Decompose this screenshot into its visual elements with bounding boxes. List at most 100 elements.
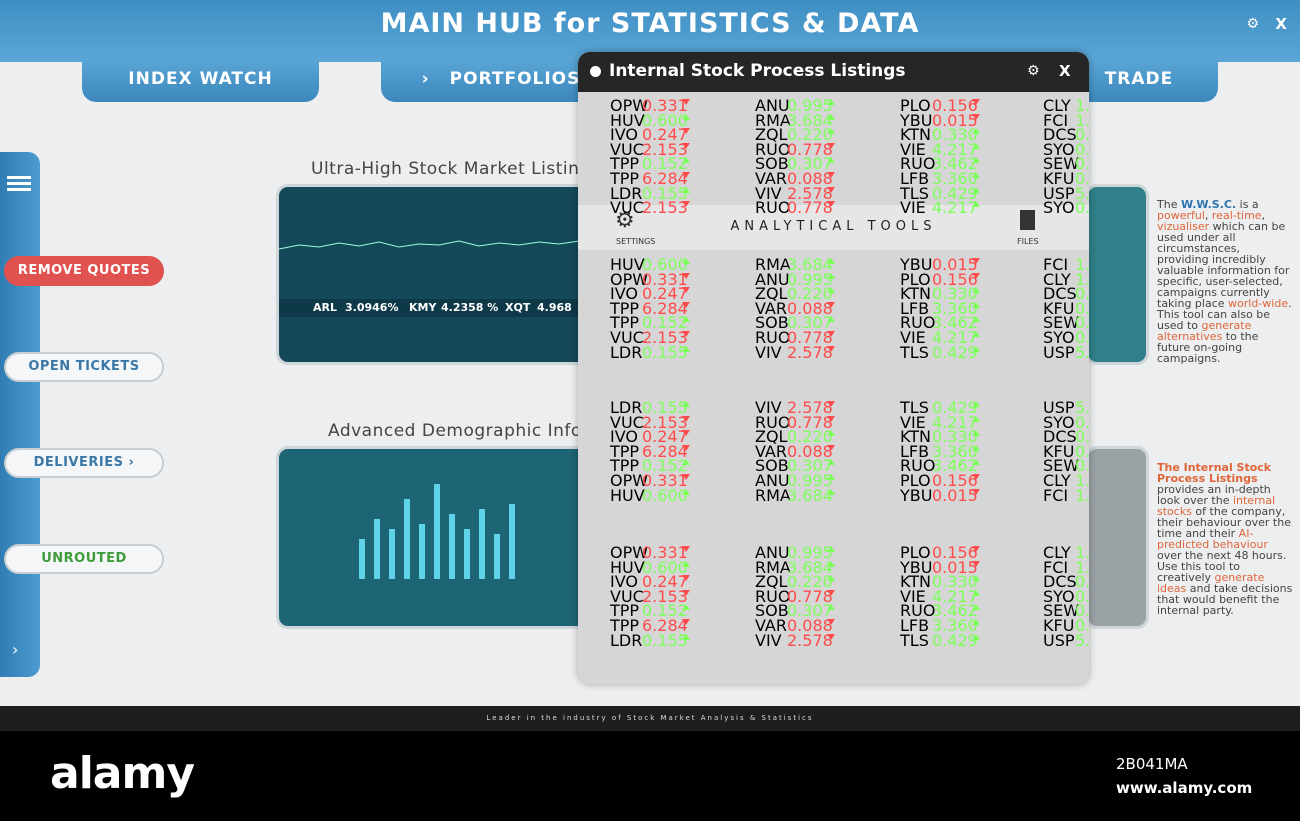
- description-text: ,: [1261, 209, 1266, 222]
- price: 0.9: [1075, 198, 1089, 218]
- price: 3.360: [932, 298, 978, 318]
- ticker: IVO: [610, 572, 638, 592]
- settings-icon[interactable]: ⚙: [1027, 63, 1040, 79]
- price: 0.156: [932, 269, 978, 289]
- ticker: IVO: [610, 427, 638, 447]
- price: 1.9: [1075, 557, 1089, 577]
- price: 0.088: [787, 441, 833, 461]
- close[interactable]: X: [1275, 15, 1288, 33]
- ticker: VUC: [610, 586, 644, 606]
- trend-down: [682, 619, 690, 625]
- ticker: SOB: [755, 154, 789, 174]
- price: 0.330: [932, 572, 978, 592]
- ticker-text: ARL: [313, 301, 337, 314]
- price: 0.155: [642, 342, 688, 362]
- unrouted[interactable]: UNROUTED: [4, 544, 164, 574]
- ticker: SEW: [1043, 456, 1080, 476]
- open-tickets[interactable]: OPEN TICKETS: [4, 352, 164, 382]
- ticker: RMA: [755, 485, 791, 505]
- price: 0.088: [787, 616, 833, 635]
- trend-down: [682, 272, 690, 279]
- ticker: YBU: [900, 485, 933, 505]
- ticker: ANU: [755, 96, 790, 115]
- ticker: HUV: [610, 110, 645, 130]
- trend-down: [682, 575, 690, 582]
- files-label[interactable]: FILES: [1017, 237, 1039, 246]
- trend-down: [827, 142, 835, 149]
- trend-up: [682, 345, 690, 352]
- price: 6.284: [642, 169, 688, 188]
- sidebar: ›: [0, 152, 40, 677]
- trend-down: [682, 444, 690, 451]
- ticker: LFB: [900, 616, 930, 635]
- tab-label: PORTFOLIOS: [449, 69, 581, 89]
- ticker: USP: [1043, 342, 1075, 362]
- ticker: VIE: [900, 139, 926, 159]
- trend-up: [827, 459, 835, 466]
- ticker: TLS: [900, 342, 929, 362]
- ticker: ANU: [755, 543, 790, 562]
- ticker: CLY: [1043, 471, 1071, 490]
- section-title: Advanced Demographic Info...ngs: [328, 421, 1148, 441]
- ticker: TPP: [610, 441, 640, 461]
- price: 0.600: [642, 110, 688, 130]
- trend-up: [972, 575, 980, 582]
- ticker: CLY: [1043, 269, 1071, 289]
- price: 0.307: [787, 601, 833, 621]
- price: 0.152: [642, 601, 688, 621]
- price: 0.600: [642, 557, 688, 577]
- ticker: KTN: [900, 572, 931, 592]
- close[interactable]: X: [1059, 62, 1071, 80]
- trend-up: [682, 560, 690, 567]
- price: 3.360: [932, 616, 978, 635]
- ticker: FCI: [1043, 255, 1069, 274]
- price: 3.462: [932, 601, 978, 621]
- price: 4.217: [932, 412, 978, 432]
- ticker: VIE: [900, 412, 926, 432]
- price: 3.684: [787, 557, 833, 577]
- ticker: YBU: [900, 557, 933, 577]
- trend-down: [827, 415, 835, 422]
- ticker: TLS: [900, 183, 929, 203]
- price: 1.9: [1075, 485, 1089, 505]
- trend-down: [827, 301, 835, 308]
- trend-down: [682, 415, 690, 422]
- ticker: RUO: [900, 313, 936, 333]
- price: 0.9: [1075, 412, 1089, 432]
- menu-icon[interactable]: [7, 176, 31, 179]
- ticker: IVO: [610, 284, 638, 304]
- ticker: SOB: [755, 313, 789, 333]
- trend-up: [827, 113, 835, 120]
- description-text: ,: [1204, 209, 1212, 222]
- price: 0.156: [932, 471, 978, 490]
- ticker: RUO: [755, 139, 791, 159]
- price: 3.360: [932, 169, 978, 188]
- remove-quotes[interactable]: REMOVE QUOTES: [4, 256, 164, 286]
- price: 0.9: [1075, 456, 1089, 476]
- ticker: LFB: [900, 298, 930, 318]
- description-text: The Internal Stock Process Listings: [1157, 461, 1272, 485]
- ticker: ANU: [755, 269, 790, 289]
- trend-up: [682, 258, 690, 264]
- file-icon[interactable]: [1020, 210, 1035, 230]
- price: 2.578: [787, 183, 833, 203]
- trend-down: [827, 201, 835, 208]
- trend-down: [682, 142, 690, 149]
- price: 0.156: [932, 543, 978, 562]
- price: 0.9: [1075, 313, 1089, 333]
- settings-label[interactable]: SETTINGS: [616, 237, 656, 246]
- settings-icon[interactable]: ⚙: [1246, 16, 1260, 32]
- price: 0.015: [932, 557, 978, 577]
- description-text: The: [1157, 198, 1181, 211]
- description-text: internal stocks: [1157, 494, 1276, 518]
- deliveries[interactable]: DELIVERIES ›: [4, 448, 164, 478]
- settings-icon[interactable]: ⚙: [615, 208, 635, 233]
- trend-down: [827, 633, 835, 640]
- price: 6.284: [642, 298, 688, 318]
- expand[interactable]: ›: [12, 640, 19, 659]
- trend-up: [827, 287, 835, 294]
- ticker: VAR: [755, 298, 787, 318]
- trend-up: [827, 546, 835, 552]
- tab[interactable]: INDEX WATCH: [82, 58, 319, 102]
